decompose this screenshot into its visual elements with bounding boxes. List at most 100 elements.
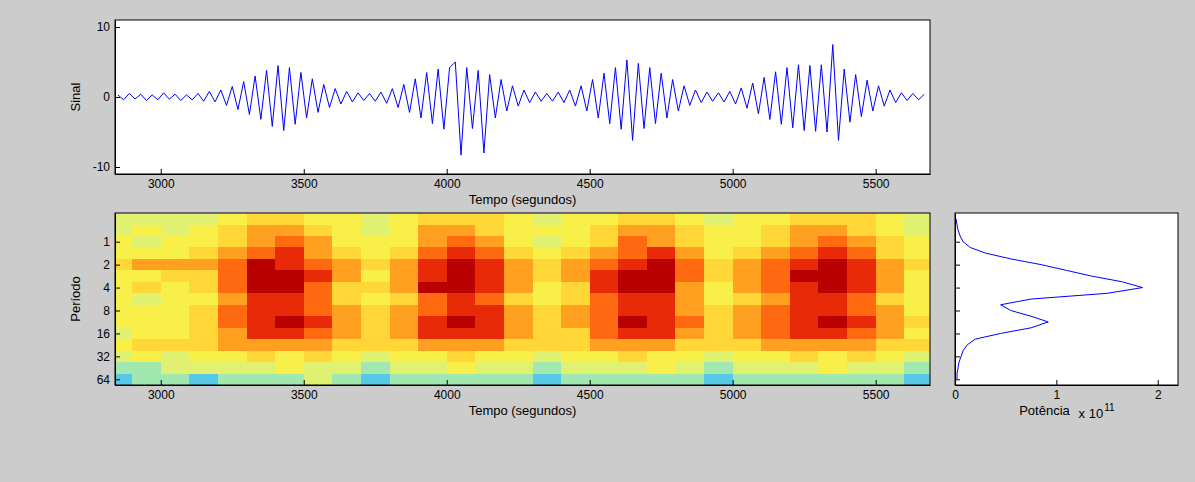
heat-cell — [332, 374, 361, 385]
heat-cell — [132, 225, 161, 237]
tick-label: 3000 — [148, 177, 175, 191]
heat-cell — [761, 351, 790, 363]
tick: 3000 — [148, 380, 175, 402]
heat-cell — [790, 225, 819, 237]
heat-cell — [418, 225, 447, 237]
heat-cell — [189, 236, 218, 248]
heat-cell — [590, 270, 619, 282]
heat-cell — [533, 270, 562, 282]
heat-cell — [447, 293, 476, 305]
tick-mark — [115, 311, 120, 312]
heat-cell — [704, 362, 733, 374]
heat-cell — [618, 305, 647, 317]
heat-cell — [189, 247, 218, 259]
heat-cell — [504, 339, 533, 351]
heat-cell — [390, 374, 419, 385]
heat-cell — [704, 213, 733, 225]
heat-cell — [818, 339, 847, 351]
heat-cell — [876, 362, 905, 374]
heat-cell — [161, 305, 190, 317]
heat-cell — [161, 339, 190, 351]
x-axis-multiplier-exponent: 11 — [1104, 402, 1115, 413]
heat-cell — [275, 339, 304, 351]
heat-cell — [361, 213, 390, 225]
tick: 3500 — [291, 380, 318, 402]
heat-cell — [418, 305, 447, 317]
heat-cell — [818, 259, 847, 271]
heat-cell — [647, 328, 676, 340]
heat-cell — [115, 316, 133, 328]
heat-cell — [733, 247, 762, 259]
tick-label: 16 — [97, 327, 111, 341]
heat-cell — [390, 293, 419, 305]
heat-cell — [847, 374, 876, 385]
tick-mark — [955, 311, 960, 312]
heat-cell — [304, 362, 333, 374]
heat-cell — [161, 316, 190, 328]
heat-cell — [361, 270, 390, 282]
heat-cell — [590, 282, 619, 294]
heat-cell — [189, 362, 218, 374]
heat-cell — [675, 225, 704, 237]
heat-cell — [675, 305, 704, 317]
heat-cell — [218, 225, 247, 237]
heat-cell — [275, 293, 304, 305]
heat-cell — [847, 362, 876, 374]
heat-cell — [361, 282, 390, 294]
heat-cell — [904, 305, 930, 317]
heat-cell — [332, 328, 361, 340]
tick-mark — [876, 169, 877, 174]
heat-cell — [115, 225, 133, 237]
heat-cell — [733, 374, 762, 385]
heat-cell — [904, 362, 930, 374]
tick: 4 — [103, 281, 120, 295]
tick-mark — [115, 333, 120, 334]
heat-cell — [418, 282, 447, 294]
tick: 5000 — [720, 380, 747, 402]
heat-cell — [418, 374, 447, 385]
heat-cell — [790, 316, 819, 328]
heat-cell — [761, 236, 790, 248]
heat-cell — [189, 374, 218, 385]
tick: 3500 — [291, 169, 318, 191]
heat-cell — [561, 225, 590, 237]
heat-cell — [132, 328, 161, 340]
heat-cell — [618, 259, 647, 271]
heat-cell — [818, 305, 847, 317]
heat-cell — [647, 293, 676, 305]
heat-cell — [161, 374, 190, 385]
heat-cell — [704, 236, 733, 248]
heat-cell — [790, 293, 819, 305]
heat-cell — [275, 247, 304, 259]
heat-cell — [618, 236, 647, 248]
heat-cell — [590, 247, 619, 259]
heat-cell — [876, 316, 905, 328]
heat-cell — [161, 351, 190, 363]
heat-cell — [504, 213, 533, 225]
heat-cell — [675, 259, 704, 271]
plot-frame — [955, 213, 1178, 385]
heat-cell — [132, 270, 161, 282]
heat-cell — [733, 351, 762, 363]
heat-cell — [247, 213, 276, 225]
heat-cell — [790, 282, 819, 294]
heat-cell — [847, 259, 876, 271]
heat-cell — [418, 270, 447, 282]
heat-cell — [904, 247, 930, 259]
tick-mark — [115, 27, 120, 28]
heat-cell — [761, 247, 790, 259]
heat-cell — [533, 293, 562, 305]
heat-cell — [647, 247, 676, 259]
heat-cell — [904, 259, 930, 271]
heat-cell — [361, 225, 390, 237]
y-axis: -10010 — [93, 20, 120, 174]
heat-cell — [447, 259, 476, 271]
heat-cell — [218, 316, 247, 328]
tick — [955, 379, 960, 380]
heat-cell — [504, 362, 533, 374]
heat-cell — [647, 316, 676, 328]
heat-cell — [533, 339, 562, 351]
heat-cell — [618, 351, 647, 363]
heat-cell — [447, 236, 476, 248]
heat-cell — [618, 270, 647, 282]
